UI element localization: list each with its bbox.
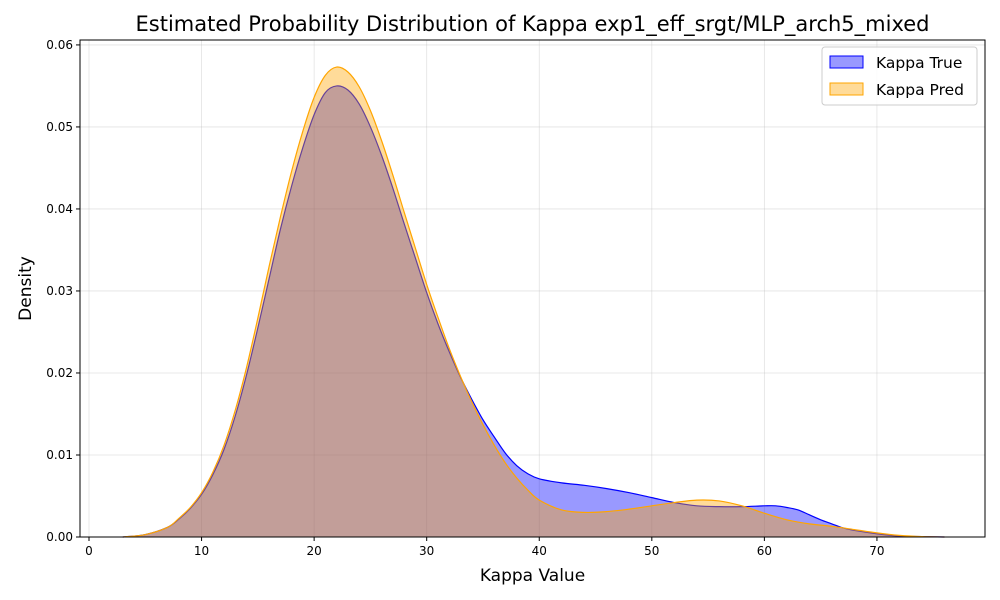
plot-frame bbox=[79, 39, 986, 538]
legend-swatch-kappa-true bbox=[829, 55, 864, 69]
plot-background bbox=[80, 40, 985, 537]
x-tick-label: 60 bbox=[757, 544, 772, 558]
kappa-pred-area bbox=[122, 66, 945, 538]
chart-title: Estimated Probability Distribution of Ka… bbox=[136, 12, 930, 37]
legend-label-kappa-true: Kappa True bbox=[876, 54, 962, 72]
x-tick-label: 20 bbox=[306, 544, 321, 558]
y-tick-label: 0.04 bbox=[46, 202, 73, 216]
legend-label-kappa-pred: Kappa Pred bbox=[876, 81, 964, 99]
legend-swatch-kappa-pred bbox=[829, 82, 864, 96]
legend-box bbox=[821, 46, 978, 106]
grid-lines bbox=[80, 40, 985, 538]
axis-ticks: 0 10 20 30 40 50 60 70 0.00 0.01 0.02 0.03 0.04 0.05 0… bbox=[46, 38, 884, 558]
x-tick-label: 50 bbox=[644, 544, 659, 558]
x-tick-label: 40 bbox=[532, 544, 547, 558]
x-tick-label: 30 bbox=[419, 544, 434, 558]
x-tick-label: 70 bbox=[869, 544, 884, 558]
y-axis-label: Density bbox=[16, 256, 36, 321]
series-layer bbox=[122, 66, 945, 538]
y-tick-label: 0.03 bbox=[46, 284, 73, 298]
legend: Kappa True Kappa Pred bbox=[821, 46, 978, 106]
y-tick-label: 0.02 bbox=[46, 366, 73, 380]
x-tick-label: 10 bbox=[194, 544, 209, 558]
y-tick-label: 0.00 bbox=[46, 530, 73, 544]
x-axis-label: Kappa Value bbox=[480, 566, 585, 586]
x-tick-label: 0 bbox=[85, 544, 93, 558]
y-tick-label: 0.05 bbox=[46, 120, 73, 134]
kappa-pred-line bbox=[122, 66, 945, 538]
y-tick-label: 0.06 bbox=[46, 38, 73, 52]
y-tick-label: 0.01 bbox=[46, 448, 73, 462]
kappa-true-area bbox=[122, 85, 945, 537]
